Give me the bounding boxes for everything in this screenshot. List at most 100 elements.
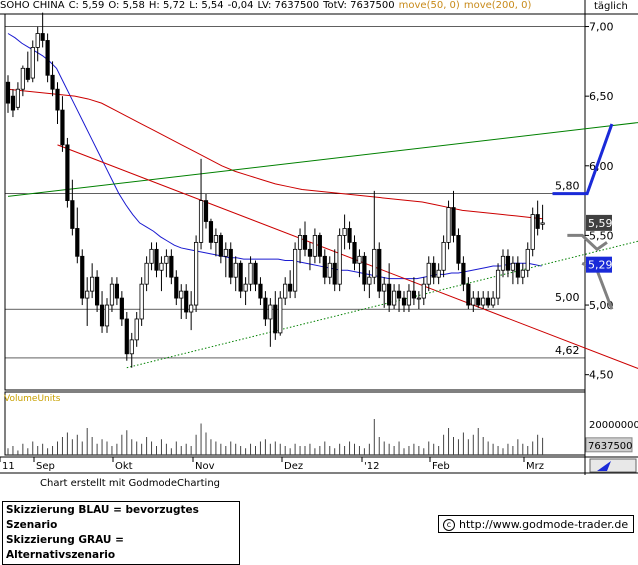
candle-body [239,263,242,291]
candle-body [526,249,529,270]
candle-body [76,228,79,256]
trendline-0 [8,120,638,197]
level-label-0: 5,80 [555,180,580,193]
candle-body [90,277,93,291]
candle-body [467,284,470,305]
open-value: O: 5,58 [108,0,145,11]
candle-body [155,249,158,270]
candle-body [378,249,381,291]
candle-body [115,284,118,298]
candle-body [175,277,178,298]
close-value: C: 5,59 [69,0,105,11]
candle-body [36,33,39,47]
candle-body [259,284,262,298]
candle-body [308,249,311,256]
ma200-label: move(200, 0) [464,0,532,11]
candle-body [338,235,341,284]
candle-body [348,228,351,242]
candle-body [392,291,395,305]
candle-body [397,291,400,298]
candle-body [100,305,103,326]
candle-body [185,291,188,312]
candle-body [150,249,153,263]
legend-blue: Skizzierung BLAU = bevorzugtes Szenario [6,503,236,533]
candle-body [303,235,306,249]
y-tick-label-5: 4,50 [589,369,614,382]
url-text: http://www.godmode-trader.de [459,518,628,531]
candle-body [16,89,19,107]
candle-body [41,33,44,40]
candle-body [125,319,128,354]
candle-body [170,256,173,277]
symbol-label: SOHO CHINA [0,0,65,11]
candle-body [288,284,291,291]
candle-body [234,263,237,277]
price-marker-label-1: 5,29 [588,259,613,272]
candle-body [214,235,217,242]
candle-body [387,284,390,305]
timeframe-label: täglich [594,1,628,12]
candle-body [506,256,509,270]
candle-body [86,291,89,298]
candle-body [457,235,460,263]
candle-body [140,284,143,319]
ma50-label: move(50, 0) [399,0,460,11]
volume-max-label: 20000000 [589,420,638,431]
x-tick-label-1: Sep [36,461,55,472]
candle-body [66,145,69,201]
candle-body [279,298,282,333]
candle-body [110,284,113,305]
candle-body [95,277,98,305]
x-tick-label-7: Mrz [526,461,544,472]
candle-body [427,263,430,284]
candle-body [194,242,197,305]
candle-body [531,215,534,250]
candle-body [383,284,386,291]
candle-body [189,305,192,312]
x-tick-label-0: 11 [2,461,15,472]
candle-body [422,284,425,298]
trendline-1 [58,145,638,378]
candle-body [135,319,138,340]
candle-body [224,249,227,256]
candle-body [486,298,489,305]
candle-body [293,249,296,291]
level-label-2: 4,62 [555,344,580,357]
candle-body [130,340,133,354]
x-tick-label-4: Dez [284,461,303,472]
candle-body [298,235,301,249]
candle-body [219,235,222,256]
x-tick-label-3: Nov [195,461,215,472]
ma200-line [8,89,543,219]
volume-label: VolumeUnits [4,394,60,404]
candle-body [165,256,168,263]
candle-body [477,298,480,305]
candle-body [254,263,257,284]
candle-body [120,298,123,319]
candle-body [180,291,183,298]
candle-body [11,96,14,110]
candle-body [160,263,163,270]
price-chart: 7,006,506,005,505,004,505,805,004,625,59… [0,0,638,550]
candle-body [363,256,366,284]
candle-body [269,305,272,319]
candle-body [417,298,420,299]
candle-body [21,68,24,89]
candle-body [373,249,376,277]
candle-body [541,223,544,224]
price-marker-label-0: 5,59 [588,217,613,230]
candle-body [318,235,321,256]
candle-body [516,263,519,277]
price-panel-frame [5,14,585,390]
candle-body [447,208,450,243]
candle-body [343,228,346,235]
scroll-corner-box [590,459,636,472]
candle-body [61,110,64,145]
candle-body [31,47,34,78]
candle-body [521,270,524,277]
credit-text: Chart erstellt mit GodmodeCharting [40,478,220,489]
candle-body [81,256,84,298]
candle-body [462,263,465,284]
